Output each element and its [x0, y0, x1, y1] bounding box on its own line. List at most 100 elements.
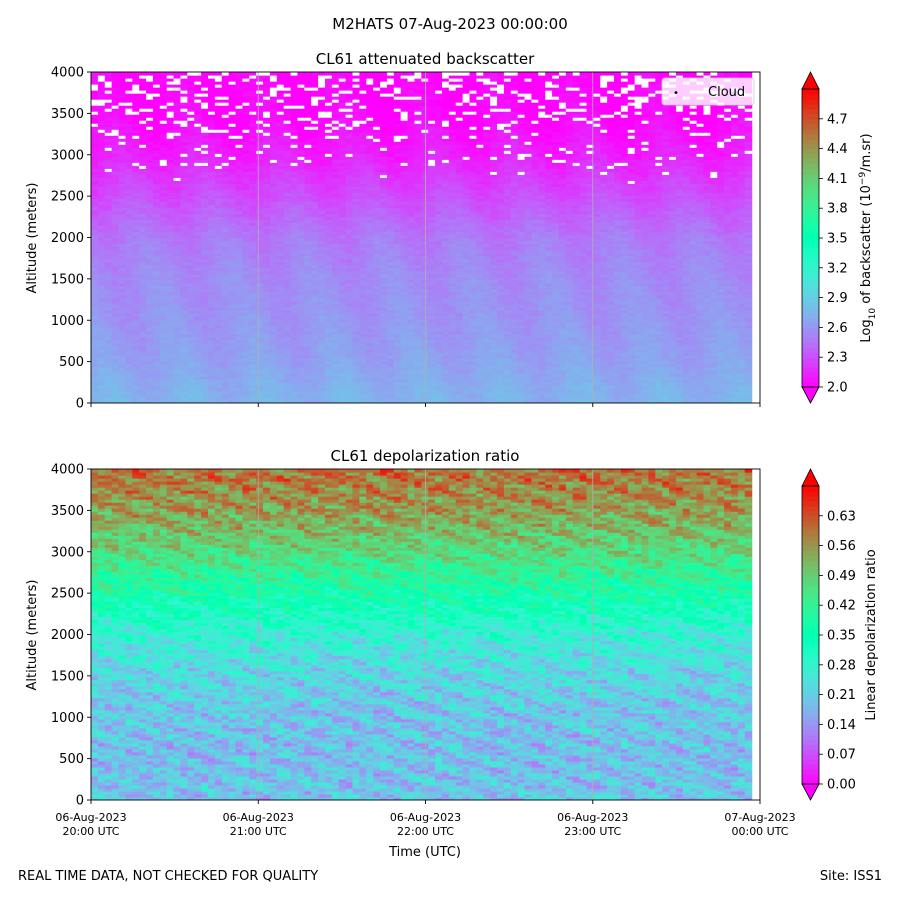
heatmap-cell	[91, 345, 99, 350]
heatmap-cell	[373, 282, 381, 287]
heatmap-cell	[730, 279, 739, 284]
heatmap-cell	[545, 264, 553, 269]
heatmap-cell	[166, 366, 175, 371]
heatmap-cell	[455, 357, 464, 362]
heatmap-cell	[655, 255, 663, 260]
heatmap-cell	[510, 390, 519, 395]
heatmap-cell	[531, 351, 539, 356]
heatmap-cell	[207, 273, 216, 278]
heatmap-cell	[235, 303, 243, 308]
heatmap-cell	[696, 354, 705, 359]
heatmap-cell	[421, 384, 429, 389]
heatmap-cell	[180, 381, 188, 386]
heatmap-cell	[173, 357, 182, 362]
heatmap-cell	[744, 276, 753, 281]
heatmap-cell	[125, 342, 133, 347]
heatmap-cell	[724, 381, 732, 386]
heatmap-cell	[118, 399, 127, 403]
heatmap-cell	[297, 378, 305, 383]
heatmap-cell	[662, 306, 670, 311]
heatmap-cell	[737, 300, 746, 305]
heatmap-cell	[338, 348, 347, 353]
heatmap-cell	[558, 297, 567, 302]
heatmap-cell	[710, 303, 718, 308]
heatmap-cell	[91, 381, 99, 386]
heatmap-cell	[552, 291, 560, 296]
heatmap-cell	[710, 342, 718, 347]
heatmap-cell	[194, 345, 202, 350]
heatmap-cell	[338, 318, 347, 323]
heatmap-cell	[373, 393, 381, 398]
heatmap-cell	[91, 297, 99, 302]
heatmap-cell	[366, 357, 374, 362]
heatmap-cell	[627, 315, 636, 320]
heatmap-cell	[297, 339, 305, 344]
heatmap-cell	[593, 360, 601, 365]
heatmap-cell	[214, 258, 223, 263]
heatmap-cell	[737, 375, 746, 380]
heatmap-cell	[483, 354, 491, 359]
heatmap-cell	[717, 357, 725, 362]
heatmap-cell	[173, 318, 182, 323]
heatmap-cell	[338, 303, 347, 308]
heatmap-cell	[242, 381, 250, 386]
heatmap-cell	[497, 384, 505, 389]
heatmap-cell	[228, 321, 237, 326]
heatmap-cell	[662, 390, 670, 395]
heatmap-cell	[607, 258, 615, 263]
heatmap-cell	[634, 279, 643, 284]
heatmap-cell	[648, 324, 656, 329]
heatmap-cell	[435, 309, 443, 314]
heatmap-cell	[620, 378, 629, 383]
heatmap-cell	[242, 384, 250, 389]
heatmap-cell	[400, 279, 409, 284]
heatmap-cell	[558, 339, 567, 344]
heatmap-cell	[111, 375, 120, 380]
heatmap-cell	[552, 375, 560, 380]
heatmap-cell	[297, 261, 305, 266]
heatmap-cell	[345, 393, 354, 398]
heatmap-cell	[717, 294, 725, 299]
heatmap-cell	[228, 378, 237, 383]
heatmap-cell	[304, 336, 312, 341]
heatmap-cell	[91, 399, 99, 403]
heatmap-cell	[201, 348, 209, 353]
heatmap-cell	[724, 318, 732, 323]
heatmap-cell	[386, 252, 395, 257]
heatmap-cell	[228, 336, 237, 341]
heatmap-cell	[173, 249, 182, 254]
heatmap-cell	[703, 303, 711, 308]
heatmap-cell	[717, 297, 725, 302]
heatmap-cell	[173, 333, 182, 338]
heatmap-cell	[483, 252, 491, 257]
heatmap-cell	[256, 327, 264, 332]
heatmap-cell	[180, 339, 188, 344]
heatmap-cell	[497, 345, 505, 350]
heatmap-cell	[207, 264, 216, 269]
heatmap-cell	[132, 378, 140, 383]
heatmap-cell	[737, 336, 746, 341]
heatmap-cell	[655, 354, 663, 359]
heatmap-cell	[393, 333, 402, 338]
heatmap-cell	[524, 357, 533, 362]
heatmap-cell	[290, 399, 299, 403]
heatmap-cell	[503, 285, 512, 290]
heatmap-cell	[744, 267, 753, 272]
heatmap-cell	[318, 261, 326, 266]
heatmap-cell	[696, 393, 705, 398]
heatmap-cell	[510, 321, 519, 326]
heatmap-cell	[400, 297, 409, 302]
heatmap-cell	[455, 303, 464, 308]
heatmap-cell	[380, 315, 388, 320]
heatmap-cell	[517, 261, 526, 266]
heatmap-cell	[552, 345, 560, 350]
heatmap-cell	[324, 276, 333, 281]
heatmap-cell	[614, 345, 622, 350]
heatmap-cell	[111, 258, 120, 263]
heatmap-cell	[435, 378, 443, 383]
heatmap-cell	[634, 378, 643, 383]
heatmap-cell	[386, 282, 395, 287]
heatmap-cell	[483, 288, 491, 293]
heatmap-cell	[159, 378, 168, 383]
heatmap-cell	[104, 345, 113, 350]
